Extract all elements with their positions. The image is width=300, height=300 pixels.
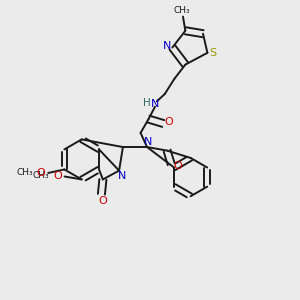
Text: H: H — [143, 98, 151, 108]
Text: O: O — [53, 171, 62, 181]
Text: O: O — [173, 160, 182, 171]
Text: N: N — [151, 99, 159, 110]
Text: CH₃: CH₃ — [16, 169, 33, 178]
Text: CH₃: CH₃ — [33, 171, 49, 180]
Text: N: N — [143, 137, 152, 147]
Text: S: S — [209, 48, 216, 58]
Text: O: O — [165, 117, 173, 127]
Text: N: N — [163, 41, 171, 51]
Text: O: O — [98, 196, 107, 206]
Text: N: N — [118, 171, 126, 181]
Text: CH₃: CH₃ — [173, 6, 190, 15]
Text: O: O — [37, 168, 45, 178]
